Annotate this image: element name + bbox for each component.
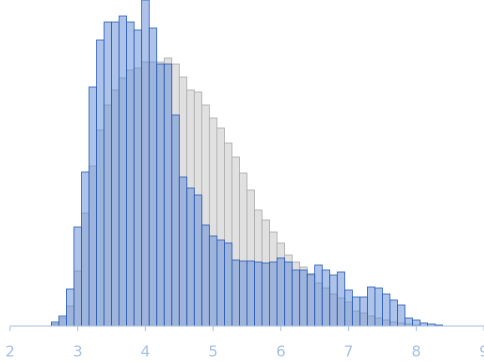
bar [344,289,353,327]
bar [111,21,120,327]
x-tick-label: 2 [5,343,15,361]
bar [261,262,270,327]
bar [88,86,97,327]
bar [148,27,158,327]
bar [103,21,112,327]
bar [374,287,383,327]
bar [329,274,338,327]
bar [359,296,368,327]
bar [186,187,195,327]
bar [193,194,203,327]
bar [382,293,391,327]
bar [163,63,173,327]
bar [299,269,308,327]
bar [246,260,255,327]
bar [231,259,240,327]
bar [224,242,233,327]
bar [269,261,278,327]
bar [306,273,316,327]
bar [178,176,188,327]
bar [81,171,90,327]
x-tick-label: 3 [73,343,83,361]
bar [389,299,398,327]
x-tick-label: 8 [412,343,422,361]
bar [141,0,150,327]
bar [58,315,67,327]
x-tick-label: 5 [208,343,218,361]
bar [276,257,286,327]
x-tick-label: 4 [141,343,151,361]
bar [336,271,346,327]
x-tick-label: 9 [479,343,484,361]
bar [126,21,135,327]
bar [351,296,361,327]
bar [133,29,143,327]
bar [171,114,180,327]
bar [73,226,82,327]
bar [404,317,413,327]
bar [239,260,248,327]
bar [284,261,293,327]
bar [291,269,301,327]
bar [118,15,128,327]
bar [321,269,331,327]
bar [412,319,421,327]
bar [397,304,406,327]
x-tick-label: 7 [344,343,354,361]
bar [216,239,225,327]
bar [201,224,210,327]
bar [366,286,376,327]
bar [96,39,105,327]
bar [66,288,75,327]
x-tick-label: 6 [276,343,286,361]
bar [50,321,60,327]
bar [314,264,323,327]
bar [156,63,165,327]
bar [254,261,263,327]
bar [208,235,218,327]
